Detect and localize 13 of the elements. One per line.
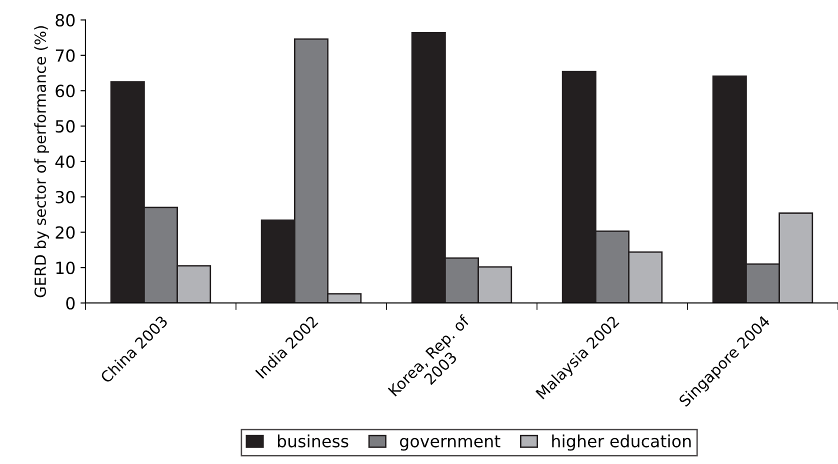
y-tick-label: 50 xyxy=(56,120,75,133)
y-tick-label: 70 xyxy=(56,49,75,62)
y-tick-label: 10 xyxy=(56,262,75,274)
y-tick-label: 30 xyxy=(56,190,75,204)
y-tick-label: 60 xyxy=(56,84,75,98)
y-axis-title: GERD by sector of performance (%) xyxy=(34,26,49,298)
y-tick-label: 20 xyxy=(56,226,75,239)
legend-label: higher education xyxy=(552,434,691,451)
y-tick-label: 40 xyxy=(55,155,75,168)
legend-label: business xyxy=(278,434,348,448)
y-tick-label: 0 xyxy=(66,296,75,310)
y-tick-label: 80 xyxy=(56,14,75,27)
legend-label: government xyxy=(400,435,500,451)
